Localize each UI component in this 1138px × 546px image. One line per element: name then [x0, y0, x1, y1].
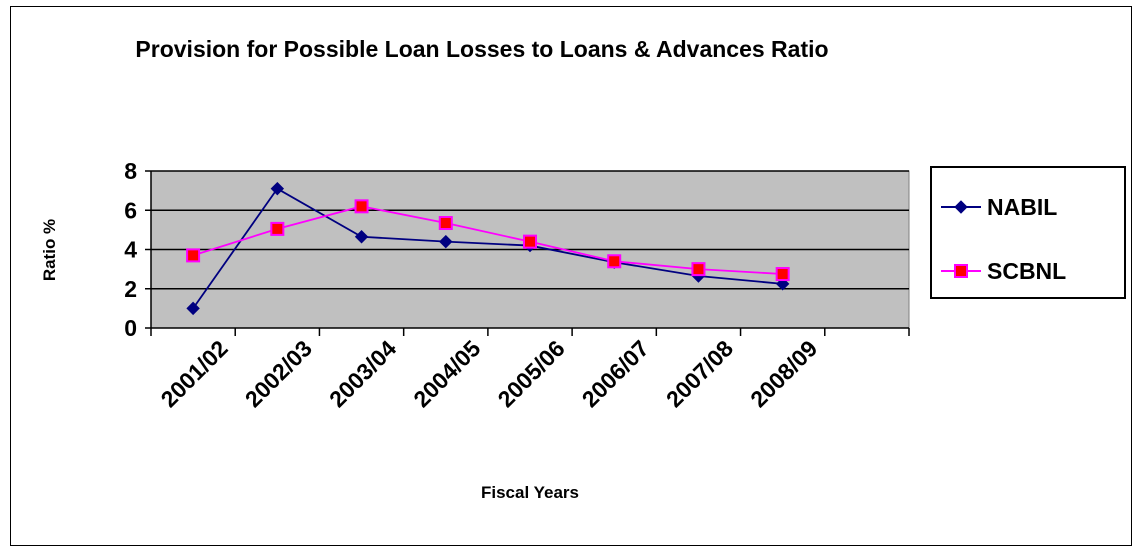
x-tick-label-0: 2001/02	[156, 335, 233, 412]
y-tick-label-0: 0	[124, 315, 137, 341]
data-point-scbnl-3	[438, 216, 453, 231]
y-tick-labels: 0 2 4 6 8	[124, 158, 137, 341]
data-point-scbnl-4	[523, 234, 537, 249]
y-tick-label-1: 2	[124, 276, 137, 302]
legend-label-nabil: NABIL	[987, 194, 1057, 220]
x-tick-label-6: 2007/08	[661, 335, 738, 412]
x-tick-label-1: 2002/03	[240, 335, 317, 412]
series-line-nabil	[192, 187, 783, 309]
x-tick-label-3: 2004/05	[408, 335, 485, 412]
series-line-scbnl	[192, 205, 783, 275]
x-tick-label-4: 2005/06	[492, 335, 569, 412]
y-tick-label-4: 8	[124, 158, 137, 184]
data-point-nabil-2	[354, 230, 369, 244]
y-tick-label-3: 6	[124, 197, 137, 223]
data-point-scbnl-1	[270, 221, 285, 236]
data-point-scbnl-2	[354, 199, 369, 214]
data-point-scbnl-6	[691, 262, 706, 277]
series-scbnl	[186, 199, 790, 282]
legend-item-nabil: NABIL	[941, 194, 1057, 220]
data-point-scbnl-7	[775, 267, 790, 282]
axes	[145, 170, 910, 336]
legend-item-scbnl: SCBNL	[941, 258, 1066, 284]
legend: NABIL SCBNL	[930, 166, 1126, 299]
chart-frame: Provision for Possible Loan Losses to Lo…	[10, 6, 1132, 546]
y-axis-label: Ratio %	[40, 219, 59, 281]
x-tick-label-2: 2003/04	[324, 335, 401, 412]
x-axis-label: Fiscal Years	[481, 483, 579, 502]
data-point-nabil-1	[270, 181, 285, 196]
x-tick-label-5: 2006/07	[577, 335, 654, 412]
data-point-nabil-0	[186, 301, 200, 316]
x-tick-label-7: 2008/09	[745, 335, 822, 412]
data-point-nabil-3	[439, 234, 453, 249]
x-tick-labels: 2001/02 2002/03 2003/04 2004/05 2005/06 2006/…	[156, 335, 823, 412]
chart-svg: Provision for Possible Loan Losses to Lo…	[40, 36, 1126, 502]
legend-label-scbnl: SCBNL	[987, 258, 1066, 284]
data-point-scbnl-0	[186, 248, 201, 263]
legend-marker-scbnl	[954, 264, 968, 278]
legend-marker-nabil	[954, 200, 968, 214]
series-group	[186, 181, 790, 316]
data-point-scbnl-5	[607, 254, 622, 269]
chart-title: Provision for Possible Loan Losses to Lo…	[135, 36, 828, 62]
y-tick-label-2: 4	[124, 237, 137, 263]
